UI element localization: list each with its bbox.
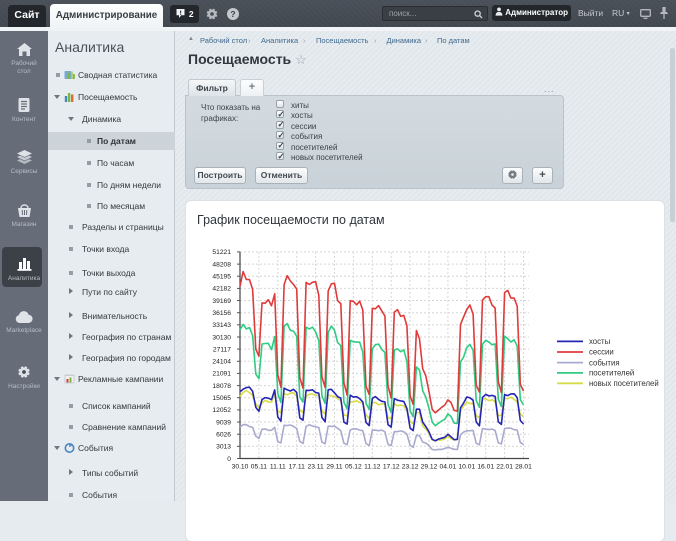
svg-text:новых посетителей: новых посетителей [589,379,659,388]
svg-text:15065: 15065 [212,395,231,402]
svg-text:0: 0 [227,456,231,463]
svg-text:3013: 3013 [216,444,231,451]
svg-text:события: события [589,358,620,367]
svg-text:хосты: хосты [589,337,611,346]
svg-text:29.12: 29.12 [421,464,438,471]
svg-text:11.12: 11.12 [364,464,381,471]
svg-text:12052: 12052 [212,407,231,414]
svg-text:30.10: 30.10 [232,464,249,471]
svg-text:10.01: 10.01 [458,464,475,471]
svg-text:17.12: 17.12 [383,464,400,471]
svg-text:18078: 18078 [212,383,231,390]
svg-text:48208: 48208 [212,261,231,268]
svg-text:45195: 45195 [212,274,231,281]
svg-text:9039: 9039 [216,419,231,426]
svg-text:04.01: 04.01 [440,464,457,471]
svg-text:33143: 33143 [212,322,231,329]
svg-text:36156: 36156 [212,310,231,317]
svg-text:05.12: 05.12 [345,464,362,471]
svg-text:39169: 39169 [212,298,231,305]
svg-text:24104: 24104 [212,359,231,366]
svg-text:21091: 21091 [212,371,231,378]
svg-text:11.11: 11.11 [270,464,286,471]
svg-text:22.01: 22.01 [496,464,513,471]
svg-text:29.11: 29.11 [326,464,343,471]
svg-text:28.01: 28.01 [515,464,532,471]
svg-text:27117: 27117 [213,346,231,353]
svg-text:42182: 42182 [212,286,231,293]
svg-text:посетителей: посетителей [589,369,634,378]
svg-text:51221: 51221 [212,249,231,256]
svg-text:сессии: сессии [589,348,614,357]
svg-text:23.12: 23.12 [402,464,419,471]
svg-text:6026: 6026 [216,432,231,439]
svg-text:30130: 30130 [212,334,231,341]
svg-text:17.11: 17.11 [289,464,306,471]
svg-text:16.01: 16.01 [477,464,494,471]
svg-text:23.11: 23.11 [307,464,324,471]
svg-text:05.11: 05.11 [251,464,268,471]
